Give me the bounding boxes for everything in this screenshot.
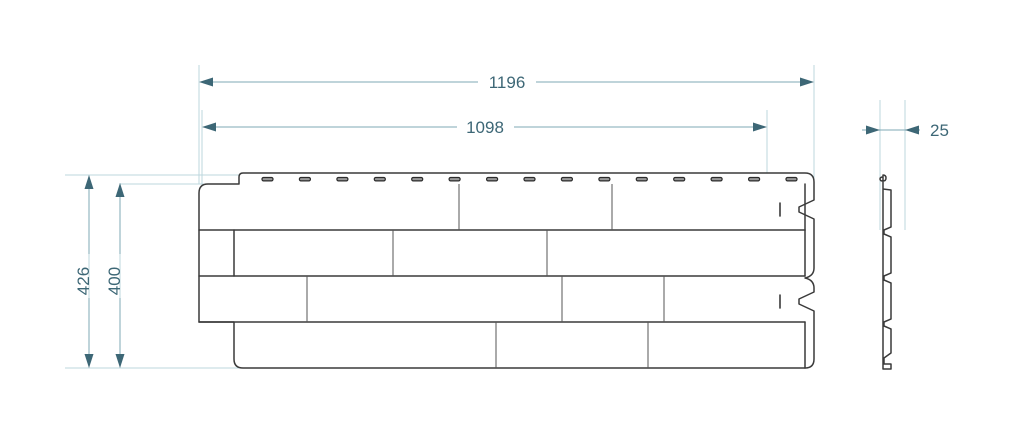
svg-text:1098: 1098 — [466, 118, 504, 137]
svg-text:25: 25 — [930, 121, 949, 140]
svg-text:426: 426 — [74, 267, 93, 295]
svg-text:1196: 1196 — [489, 73, 526, 92]
svg-text:400: 400 — [105, 267, 124, 295]
